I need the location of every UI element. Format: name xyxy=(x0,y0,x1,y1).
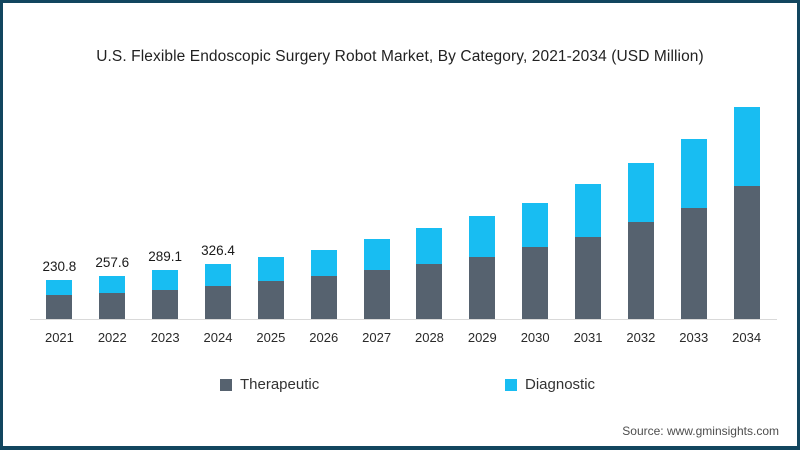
bar-column-2025: 2025 xyxy=(244,98,297,345)
year-label-2026: 2026 xyxy=(309,330,339,345)
bar-stack-2026 xyxy=(310,249,337,319)
bar-column-2026: 2026 xyxy=(297,98,350,345)
bar-column-2021: 230.8 2021 xyxy=(33,98,86,345)
legend-item-diagnostic: Diagnostic xyxy=(505,376,595,393)
legend-item-therapeutic: Therapeutic xyxy=(220,376,319,393)
bar-column-2024: 326.4 2024 xyxy=(192,98,245,345)
diagnostic-swatch-icon xyxy=(505,378,517,391)
year-label-2023: 2023 xyxy=(150,330,180,345)
bar-column-2030: 2030 xyxy=(509,98,562,345)
total-label-2024: 326.4 xyxy=(201,243,235,259)
legend-label-diagnostic: Diagnostic xyxy=(525,376,596,393)
bar-stack-2032 xyxy=(627,162,654,319)
bar-stack-2022 xyxy=(99,275,126,319)
diagnostic-segment-2024 xyxy=(205,264,231,286)
year-label-2034: 2034 xyxy=(732,330,762,345)
bar-stack-2027 xyxy=(363,239,390,319)
bar-column-2034: 2034 xyxy=(720,98,773,345)
bar-column-2031: 2031 xyxy=(562,98,615,345)
bar-stack-2024 xyxy=(205,264,231,319)
year-label-2028: 2028 xyxy=(414,330,444,345)
therapeutic-segment-2031 xyxy=(575,236,602,319)
bar-plot-area: 230.8 2021 257.6 2022 289.1 2023 326.4 2024 2025… xyxy=(33,98,773,345)
bar-column-2022: 257.6 2022 xyxy=(86,98,139,345)
year-label-2021: 2021 xyxy=(44,330,74,345)
therapeutic-segment-2030 xyxy=(522,247,549,319)
diagnostic-segment-2022 xyxy=(99,275,126,293)
bar-stack-2025 xyxy=(257,256,284,319)
year-label-2022: 2022 xyxy=(97,330,127,345)
therapeutic-segment-2021 xyxy=(46,295,73,319)
year-label-2027: 2027 xyxy=(362,330,392,345)
bar-stack-2033 xyxy=(680,139,707,319)
bar-stack-2031 xyxy=(575,183,602,319)
year-label-2025: 2025 xyxy=(256,330,286,345)
year-label-2031: 2031 xyxy=(573,330,603,345)
therapeutic-segment-2027 xyxy=(363,270,390,319)
bar-stack-2034 xyxy=(733,107,760,319)
year-label-2032: 2032 xyxy=(626,330,656,345)
diagnostic-segment-2030 xyxy=(522,202,549,248)
bar-stack-2021 xyxy=(46,280,73,319)
x-axis-line xyxy=(30,319,777,320)
year-label-2024: 2024 xyxy=(203,330,233,345)
therapeutic-segment-2022 xyxy=(99,292,126,319)
therapeutic-segment-2028 xyxy=(416,264,443,319)
total-label-2021: 230.8 xyxy=(42,259,77,275)
source-note: Source: www.gminsights.com xyxy=(622,424,779,438)
bar-column-2027: 2027 xyxy=(350,98,403,345)
total-label-2023: 289.1 xyxy=(148,249,183,265)
therapeutic-swatch-icon xyxy=(220,378,232,391)
diagnostic-segment-2027 xyxy=(363,239,390,271)
bar-column-2033: 2033 xyxy=(667,98,720,345)
total-label-2022: 257.6 xyxy=(95,254,130,270)
bar-stack-2029 xyxy=(469,216,496,319)
bar-column-2029: 2029 xyxy=(456,98,509,345)
year-label-2030: 2030 xyxy=(520,330,550,345)
therapeutic-segment-2023 xyxy=(152,289,179,319)
therapeutic-segment-2025 xyxy=(257,280,284,319)
bar-column-2032: 2032 xyxy=(614,98,667,345)
bar-stack-2030 xyxy=(522,202,549,319)
chart-title: U.S. Flexible Endoscopic Surgery Robot M… xyxy=(96,48,704,65)
diagnostic-segment-2023 xyxy=(152,270,179,290)
year-label-2029: 2029 xyxy=(467,330,497,345)
diagnostic-segment-2025 xyxy=(257,256,284,281)
diagnostic-segment-2029 xyxy=(469,216,496,257)
diagnostic-segment-2034 xyxy=(733,107,760,187)
legend-label-therapeutic: Therapeutic xyxy=(240,376,320,393)
therapeutic-segment-2024 xyxy=(205,285,231,319)
year-label-2033: 2033 xyxy=(679,330,709,345)
diagnostic-segment-2026 xyxy=(310,249,337,277)
bar-stack-2028 xyxy=(416,228,443,319)
diagnostic-segment-2021 xyxy=(46,280,73,296)
therapeutic-segment-2034 xyxy=(733,186,760,319)
therapeutic-segment-2032 xyxy=(627,221,654,319)
therapeutic-segment-2026 xyxy=(310,276,337,319)
therapeutic-segment-2029 xyxy=(469,256,496,319)
diagnostic-segment-2032 xyxy=(627,162,654,222)
diagnostic-segment-2028 xyxy=(416,228,443,265)
bar-column-2028: 2028 xyxy=(403,98,456,345)
legend: Therapeutic Diagnostic xyxy=(3,376,797,400)
diagnostic-segment-2031 xyxy=(575,183,602,237)
diagnostic-segment-2033 xyxy=(680,139,707,208)
therapeutic-segment-2033 xyxy=(680,207,707,319)
bar-column-2023: 289.1 2023 xyxy=(139,98,192,345)
bar-stack-2023 xyxy=(152,270,179,319)
